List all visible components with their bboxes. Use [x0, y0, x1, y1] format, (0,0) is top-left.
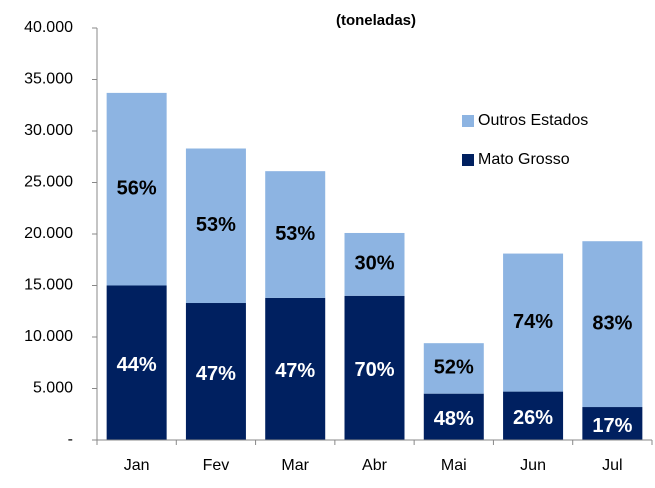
- bar-segment: [106, 92, 167, 286]
- bar-segment: [423, 393, 484, 440]
- bar-segment: [344, 232, 405, 296]
- y-tick-label: 30.000: [24, 122, 73, 139]
- data-label: 52%: [434, 357, 474, 379]
- data-label: 47%: [275, 360, 315, 382]
- x-tick-label: Abr: [362, 457, 388, 474]
- y-tick-label: -: [68, 431, 73, 448]
- data-label: 74%: [513, 311, 553, 333]
- x-tick-label: Mai: [441, 457, 467, 474]
- bar-segment: [185, 148, 246, 304]
- y-tick-label: 15.000: [24, 277, 73, 294]
- data-label: 26%: [513, 407, 553, 429]
- y-tick-label: 5.000: [33, 380, 73, 397]
- y-tick-label: 10.000: [24, 328, 73, 345]
- data-label: 70%: [354, 359, 394, 381]
- legend-label: Mato Grosso: [478, 151, 570, 168]
- bar-segment: [185, 303, 246, 440]
- x-tick-label: Jul: [602, 457, 622, 474]
- data-label: 44%: [117, 354, 157, 376]
- x-tick-label: Mar: [281, 457, 309, 474]
- data-label: 47%: [196, 363, 236, 385]
- y-tick-label: 25.000: [24, 174, 73, 191]
- data-label: 83%: [592, 312, 632, 334]
- x-tick-label: Jan: [124, 457, 150, 474]
- x-tick-label: Fev: [203, 457, 230, 474]
- x-tick-label: Jun: [520, 457, 546, 474]
- bar-segment: [265, 171, 326, 298]
- data-label: 53%: [275, 223, 315, 245]
- bar-segment: [582, 407, 643, 440]
- data-label: 30%: [354, 253, 394, 275]
- bar-segment: [106, 285, 167, 440]
- y-tick-label: 35.000: [24, 71, 73, 88]
- data-label: 53%: [196, 214, 236, 236]
- data-label: 48%: [434, 408, 474, 430]
- chart-subtitle: (toneladas): [336, 12, 416, 29]
- data-label: 56%: [117, 177, 157, 199]
- bar-segment: [265, 297, 326, 440]
- y-tick-label: 40.000: [24, 19, 73, 36]
- bar-segment: [503, 253, 564, 392]
- bar-segment: [423, 343, 484, 394]
- legend-swatch: [462, 154, 474, 166]
- legend-label: Outros Estados: [478, 112, 588, 129]
- bar-segment: [344, 295, 405, 440]
- legend-swatch: [462, 115, 474, 127]
- data-label: 17%: [592, 415, 632, 437]
- y-tick-label: 20.000: [24, 225, 73, 242]
- bar-segment: [503, 391, 564, 440]
- bar-segment: [582, 241, 643, 408]
